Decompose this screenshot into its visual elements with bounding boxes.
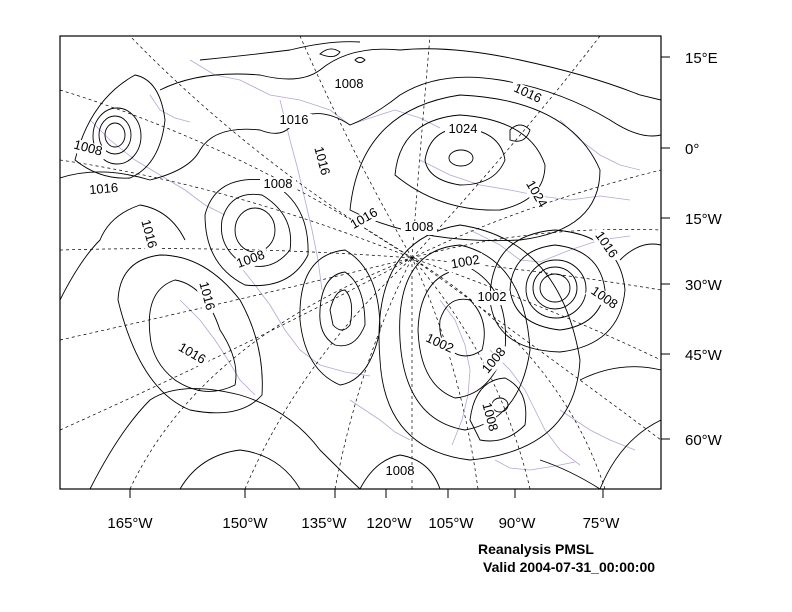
contour-label: 1008	[405, 219, 434, 234]
lat-label: 15°W	[685, 211, 723, 228]
contour-label: 1016	[89, 180, 119, 197]
lon-label: 165°W	[107, 515, 153, 532]
contour-label: 1008	[72, 137, 104, 159]
contour-label: 1016	[280, 112, 309, 127]
tick-marks	[129, 56, 670, 498]
contour-label: 1002	[478, 289, 507, 304]
isobars	[60, 41, 661, 489]
contour-label: 1002	[450, 252, 481, 272]
contour-label: 1016	[196, 280, 218, 312]
latitude-labels: 15°E 0° 15°W 30°W 45°W 60°W	[685, 50, 723, 449]
longitude-labels: 165°W 150°W 135°W 120°W 105°W 90°W 75°W	[107, 515, 620, 532]
lat-label: 60°W	[685, 432, 723, 449]
contour-label: 1024	[449, 121, 478, 136]
contour-label: 1016	[311, 145, 333, 177]
lon-label: 105°W	[428, 515, 474, 532]
lon-label: 135°W	[301, 515, 347, 532]
lat-label: 30°W	[685, 277, 723, 294]
contour-label: 1008	[386, 463, 415, 478]
caption-valid-time: Valid 2004-07-31_00:00:00	[483, 559, 656, 575]
lat-label: 15°E	[685, 50, 718, 67]
contour-label: 1008	[479, 401, 501, 433]
lon-label: 120°W	[366, 515, 412, 532]
lon-label: 90°W	[499, 515, 537, 532]
contour-label: 1008	[335, 76, 364, 91]
lon-label: 150°W	[222, 515, 268, 532]
caption-title: Reanalysis PMSL	[478, 541, 594, 557]
contour-label: 1016	[138, 218, 160, 250]
lat-label: 45°W	[685, 347, 723, 364]
contour-label: 1008	[264, 176, 293, 191]
lat-label: 0°	[685, 141, 699, 158]
contour-labels: 1008 1016 1016 1024 1008 1016 1016 1016 …	[68, 76, 623, 479]
map-frame	[59, 35, 662, 490]
lon-label: 75°W	[583, 515, 621, 532]
coastlines	[89, 59, 641, 471]
